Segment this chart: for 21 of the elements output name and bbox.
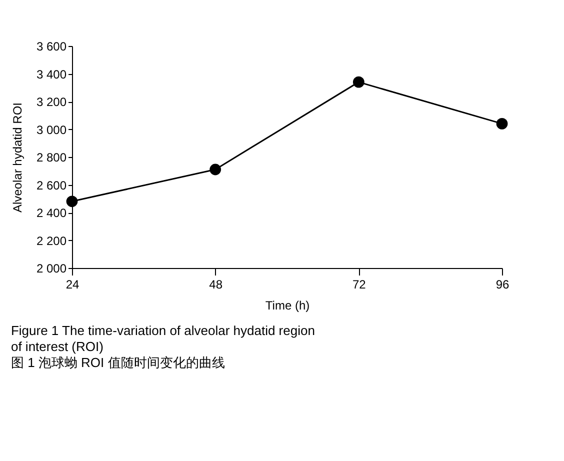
point (352, 76, 364, 88)
x-tick-label: 72 (352, 278, 366, 292)
y-tick-label: 3 400 (36, 67, 67, 82)
caption: 图 1 泡球蚴 ROI 值随时间变化的曲线 (10, 355, 225, 370)
y-tick-label: 2 600 (36, 178, 67, 192)
x-tick-label: 24 (66, 278, 80, 292)
y-tick-label: 2 400 (36, 206, 67, 220)
x-tick-label: 96 (496, 278, 510, 292)
x-tick-label: 48 (209, 278, 223, 292)
y-tick-label: 3 000 (36, 122, 67, 137)
caption: Figure 1 The time-variation of alveolar hydatid region of interest (ROI) (10, 323, 315, 354)
y-tick-label: 3 200 (36, 95, 67, 109)
y-tick-label: 3 600 (36, 40, 67, 54)
y-tick-label: 2 200 (36, 234, 67, 248)
y-tick-label: 2 800 (36, 150, 67, 164)
point (66, 196, 78, 208)
point (496, 118, 508, 130)
point (210, 164, 222, 176)
y-axis-title: Alveolar hydatid ROI (10, 102, 24, 213)
y-tick-label: 2 000 (36, 262, 67, 276)
x-axis-title: Time (h) (265, 298, 310, 312)
